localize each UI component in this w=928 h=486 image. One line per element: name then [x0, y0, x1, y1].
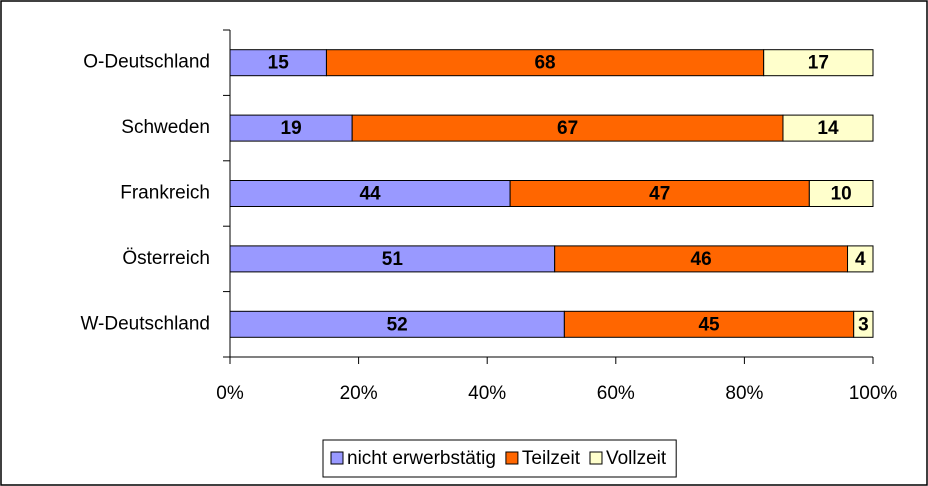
data-label: 14: [817, 118, 839, 139]
y-tick-label: W-Deutschland: [80, 313, 210, 334]
x-tick-label: 80%: [725, 383, 763, 404]
data-label: 47: [649, 184, 670, 205]
data-label: 10: [831, 184, 852, 205]
bar-segment: [351, 114, 784, 142]
legend-swatch: [330, 451, 344, 465]
data-label: 19: [281, 118, 302, 139]
x-tick-label: 60%: [597, 383, 635, 404]
bar-segment: [554, 245, 849, 273]
bar-segment: [847, 245, 874, 273]
data-label: 44: [359, 184, 381, 205]
bar-segment: [325, 49, 765, 77]
legend-label: nicht erwerbstätig: [347, 448, 496, 469]
x-tick-label: 40%: [468, 383, 506, 404]
bar-segment: [229, 310, 565, 338]
legend-box: [322, 439, 677, 478]
data-label: 3: [858, 314, 869, 335]
x-tick-label: 0%: [216, 383, 244, 404]
bar-segment: [782, 114, 874, 142]
data-label: 15: [268, 53, 290, 74]
data-label: 45: [698, 314, 720, 335]
y-tick-label: Österreich: [122, 248, 210, 269]
legend-label: Vollzeit: [606, 448, 667, 469]
y-tick-label: Schweden: [121, 117, 210, 138]
legend-label: Teilzeit: [522, 448, 581, 469]
data-label: 17: [808, 53, 829, 74]
bar-segment: [853, 310, 874, 338]
legend-swatch: [505, 451, 519, 465]
y-tick-label: Frankreich: [120, 183, 210, 204]
data-label: 52: [387, 314, 408, 335]
legend-swatch: [589, 451, 603, 465]
data-label: 4: [855, 249, 866, 270]
bar-segment: [563, 310, 855, 338]
data-label: 51: [382, 249, 404, 270]
x-tick-label: 100%: [849, 383, 898, 404]
y-tick-label: O-Deutschland: [83, 52, 210, 73]
data-label: 46: [691, 249, 712, 270]
bar-segment: [808, 180, 874, 207]
data-label: 67: [557, 118, 578, 139]
bar-segment: [763, 49, 874, 77]
x-tick-label: 20%: [340, 383, 378, 404]
bar-segment: [229, 180, 511, 207]
bar-segment: [229, 245, 556, 273]
data-label: 68: [534, 53, 555, 74]
